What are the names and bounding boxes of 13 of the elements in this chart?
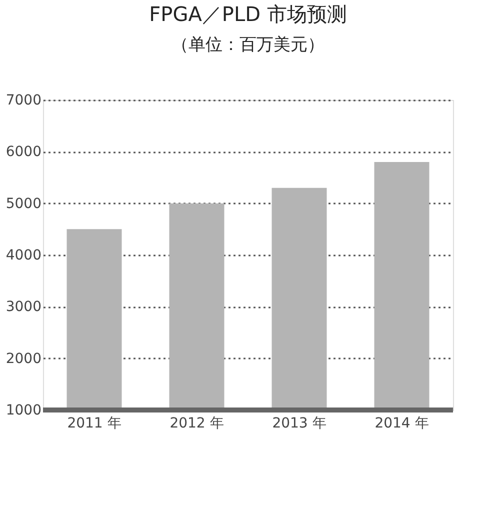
x-tick-label: 2014 年 (374, 416, 429, 432)
x-tick-label: 2012 年 (170, 416, 224, 432)
y-tick-label: 5000 (6, 196, 42, 212)
y-tick-label: 6000 (6, 144, 42, 160)
x-tick-label: 2013 年 (272, 416, 326, 432)
x-tick-label: 2011 年 (67, 416, 122, 432)
y-tick-label: 4000 (6, 248, 42, 264)
y-tick-label: 1000 (6, 402, 42, 418)
y-tick-label: 7000 (6, 92, 42, 108)
chart-title: FPGA／PLD 市场预测 (149, 2, 347, 26)
y-tick-label: 2000 (6, 350, 42, 367)
y-tick-label: 3000 (6, 299, 42, 316)
chart-subtitle: （单位：百万美元） (172, 35, 324, 55)
